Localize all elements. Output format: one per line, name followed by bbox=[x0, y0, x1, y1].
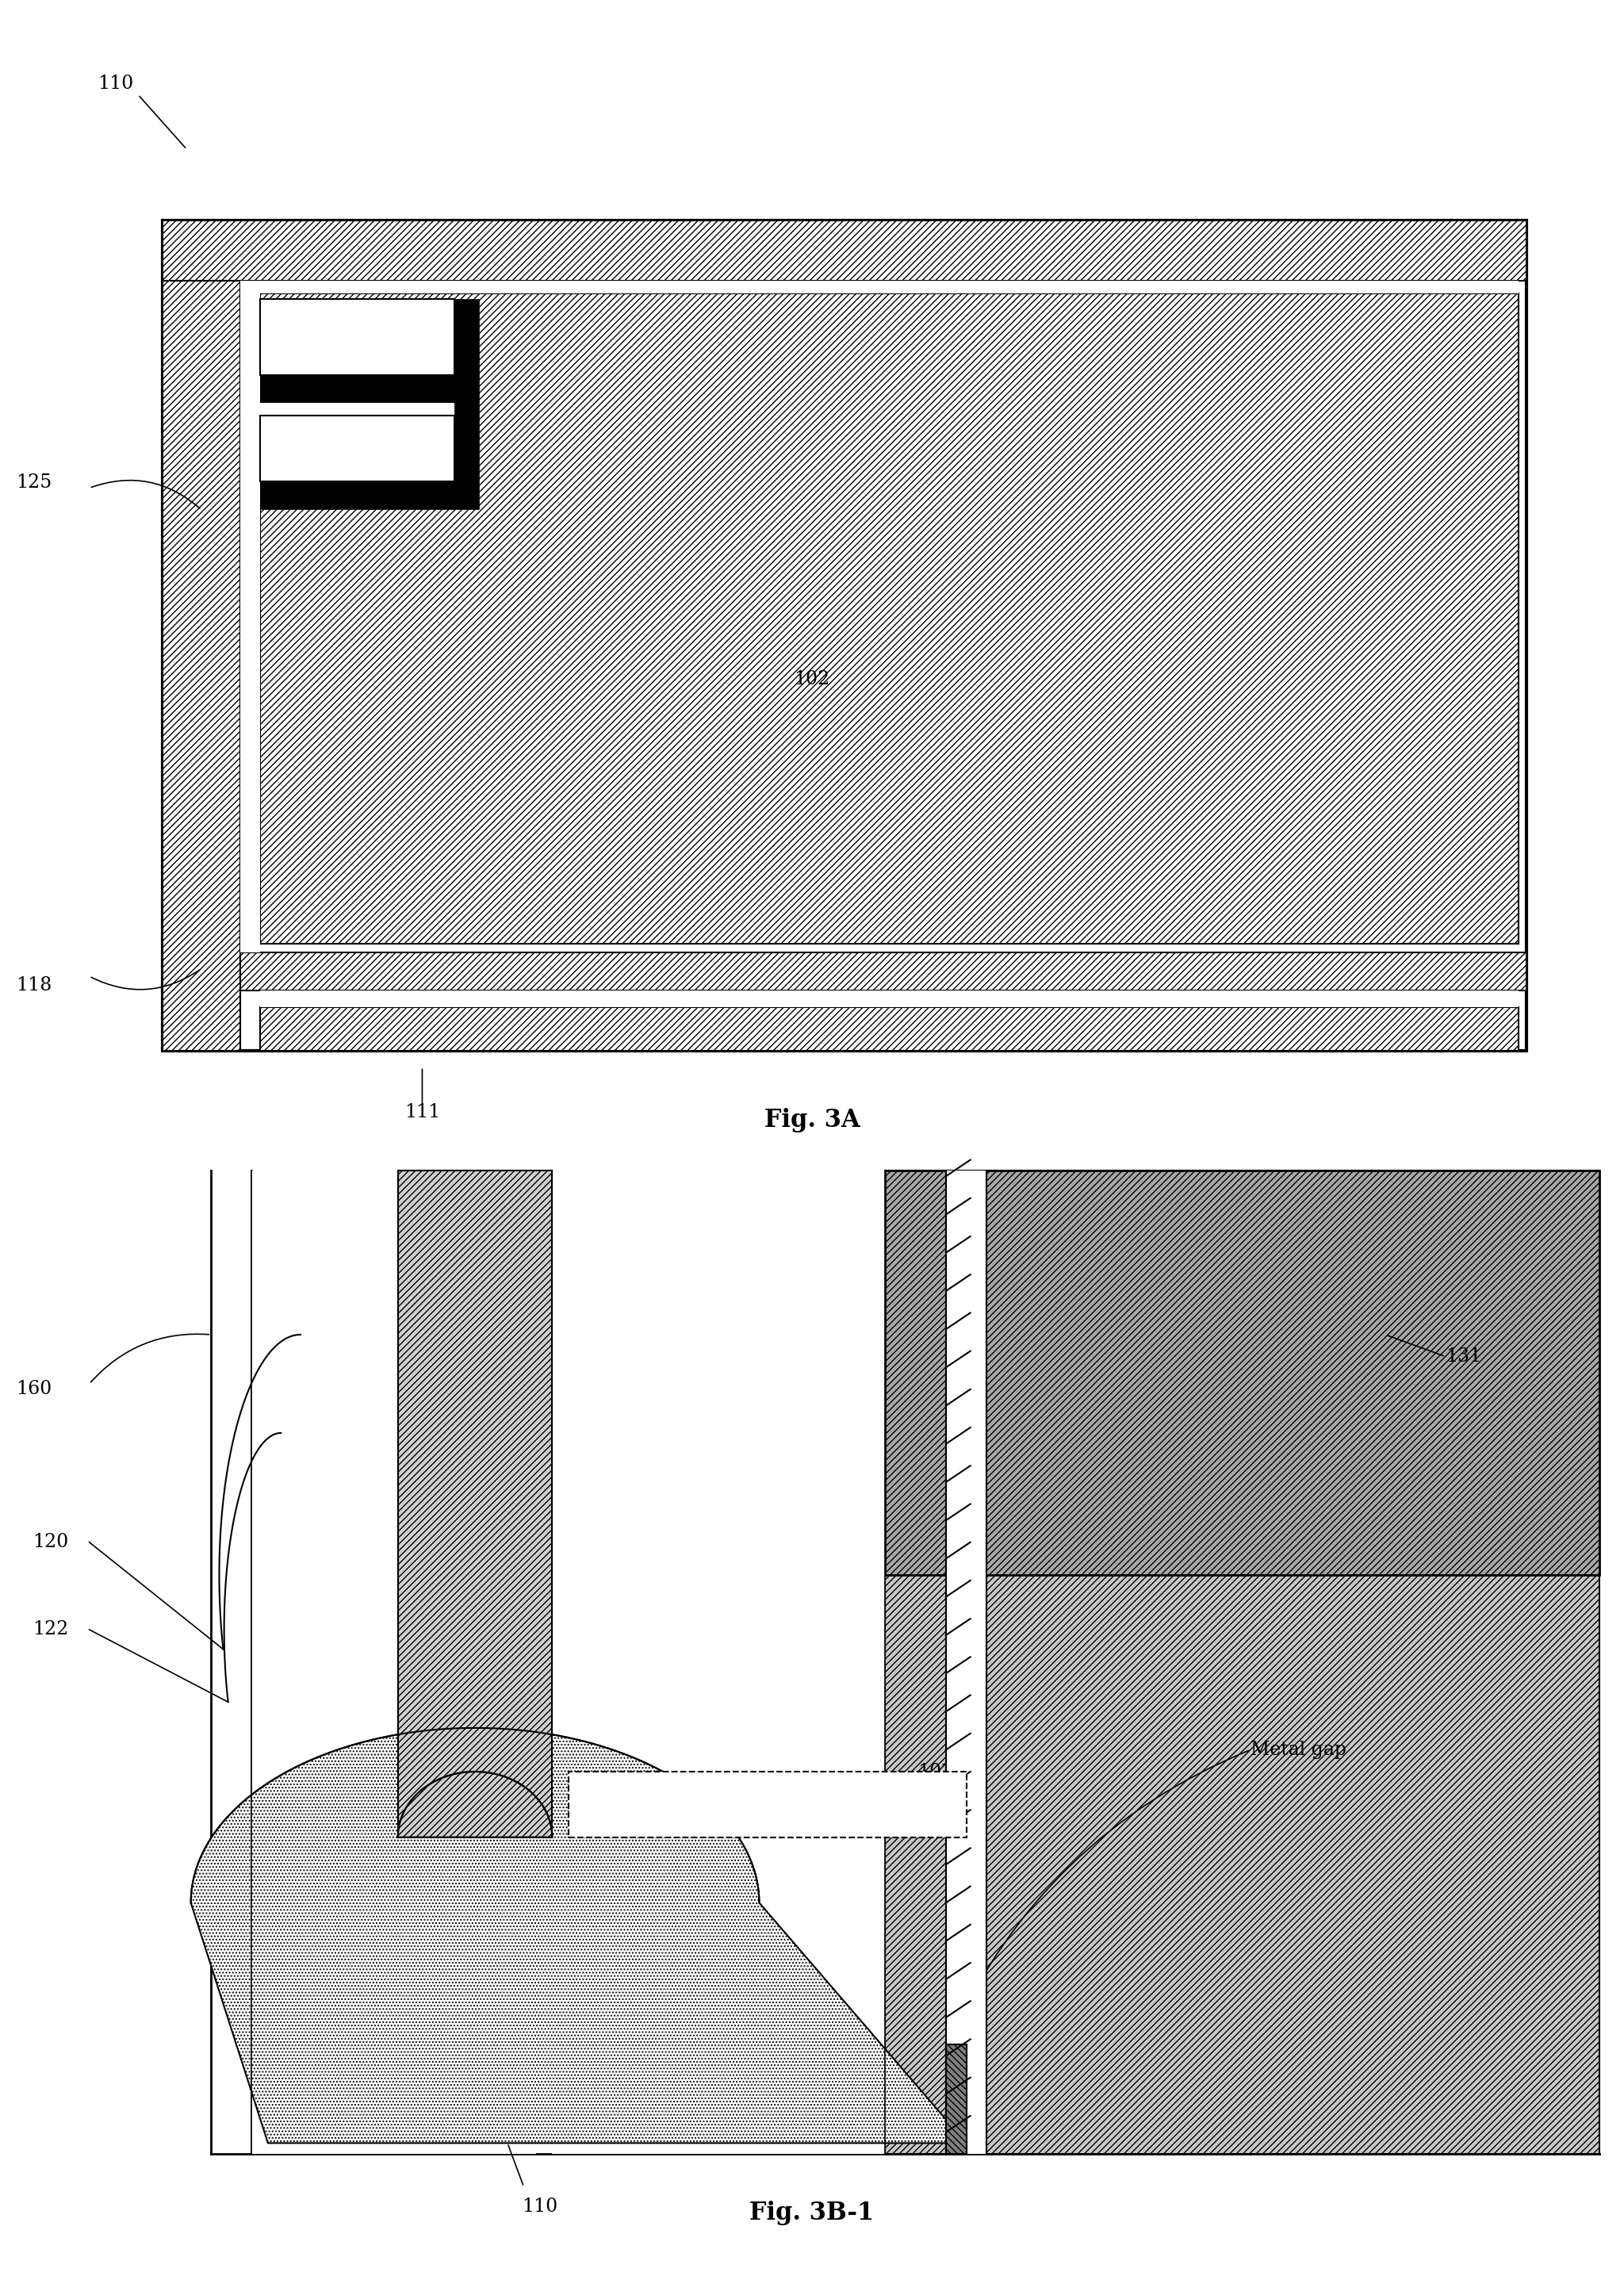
Bar bbox=[162, 221, 1527, 280]
Bar bbox=[252, 1170, 253, 2153]
Text: 111: 111 bbox=[942, 2005, 978, 2023]
Text: 160: 160 bbox=[16, 1379, 52, 1397]
Bar bbox=[945, 2044, 966, 2153]
Text: 118: 118 bbox=[16, 976, 52, 995]
Text: 110: 110 bbox=[97, 75, 133, 93]
Text: Fig. 3A: Fig. 3A bbox=[765, 1108, 859, 1133]
Bar bbox=[240, 280, 260, 951]
Bar bbox=[260, 483, 455, 510]
Text: 140: 140 bbox=[391, 2058, 429, 2076]
Text: 118: 118 bbox=[406, 1621, 442, 1639]
Bar bbox=[260, 403, 455, 417]
Text: 122: 122 bbox=[32, 1621, 68, 1639]
Bar bbox=[162, 221, 1527, 1052]
Bar bbox=[248, 280, 1518, 294]
Text: Metal gap: Metal gap bbox=[1250, 1741, 1346, 1759]
Text: 111: 111 bbox=[404, 1104, 440, 1122]
Bar bbox=[568, 1771, 966, 1837]
Bar bbox=[260, 417, 455, 483]
Bar bbox=[945, 1170, 987, 2153]
Bar bbox=[260, 376, 455, 403]
Text: 101: 101 bbox=[322, 330, 354, 344]
Bar bbox=[885, 1170, 1600, 1575]
Polygon shape bbox=[398, 1771, 552, 1837]
Bar bbox=[252, 1170, 398, 2153]
Bar bbox=[455, 298, 479, 510]
Text: Fig. 3B-1: Fig. 3B-1 bbox=[750, 2201, 874, 2226]
Bar bbox=[885, 1170, 1600, 2153]
Text: 145: 145 bbox=[268, 1270, 304, 1288]
Bar bbox=[260, 990, 1518, 1006]
Polygon shape bbox=[192, 1727, 966, 2144]
Bar bbox=[398, 1170, 552, 1837]
Bar bbox=[945, 2044, 966, 2153]
Text: 120: 120 bbox=[32, 1534, 68, 1552]
Text: 125: 125 bbox=[16, 473, 52, 492]
Bar bbox=[252, 1170, 536, 2153]
Bar bbox=[260, 1006, 1518, 1052]
Text: 102: 102 bbox=[794, 669, 830, 687]
Text: 102: 102 bbox=[918, 1762, 953, 1780]
Bar bbox=[162, 280, 240, 1052]
Bar bbox=[552, 1170, 885, 2153]
Bar bbox=[260, 294, 1518, 945]
Bar bbox=[260, 298, 455, 376]
Bar bbox=[240, 951, 1527, 990]
Text: 131: 131 bbox=[1445, 1347, 1481, 1366]
Text: 110: 110 bbox=[521, 2199, 559, 2217]
